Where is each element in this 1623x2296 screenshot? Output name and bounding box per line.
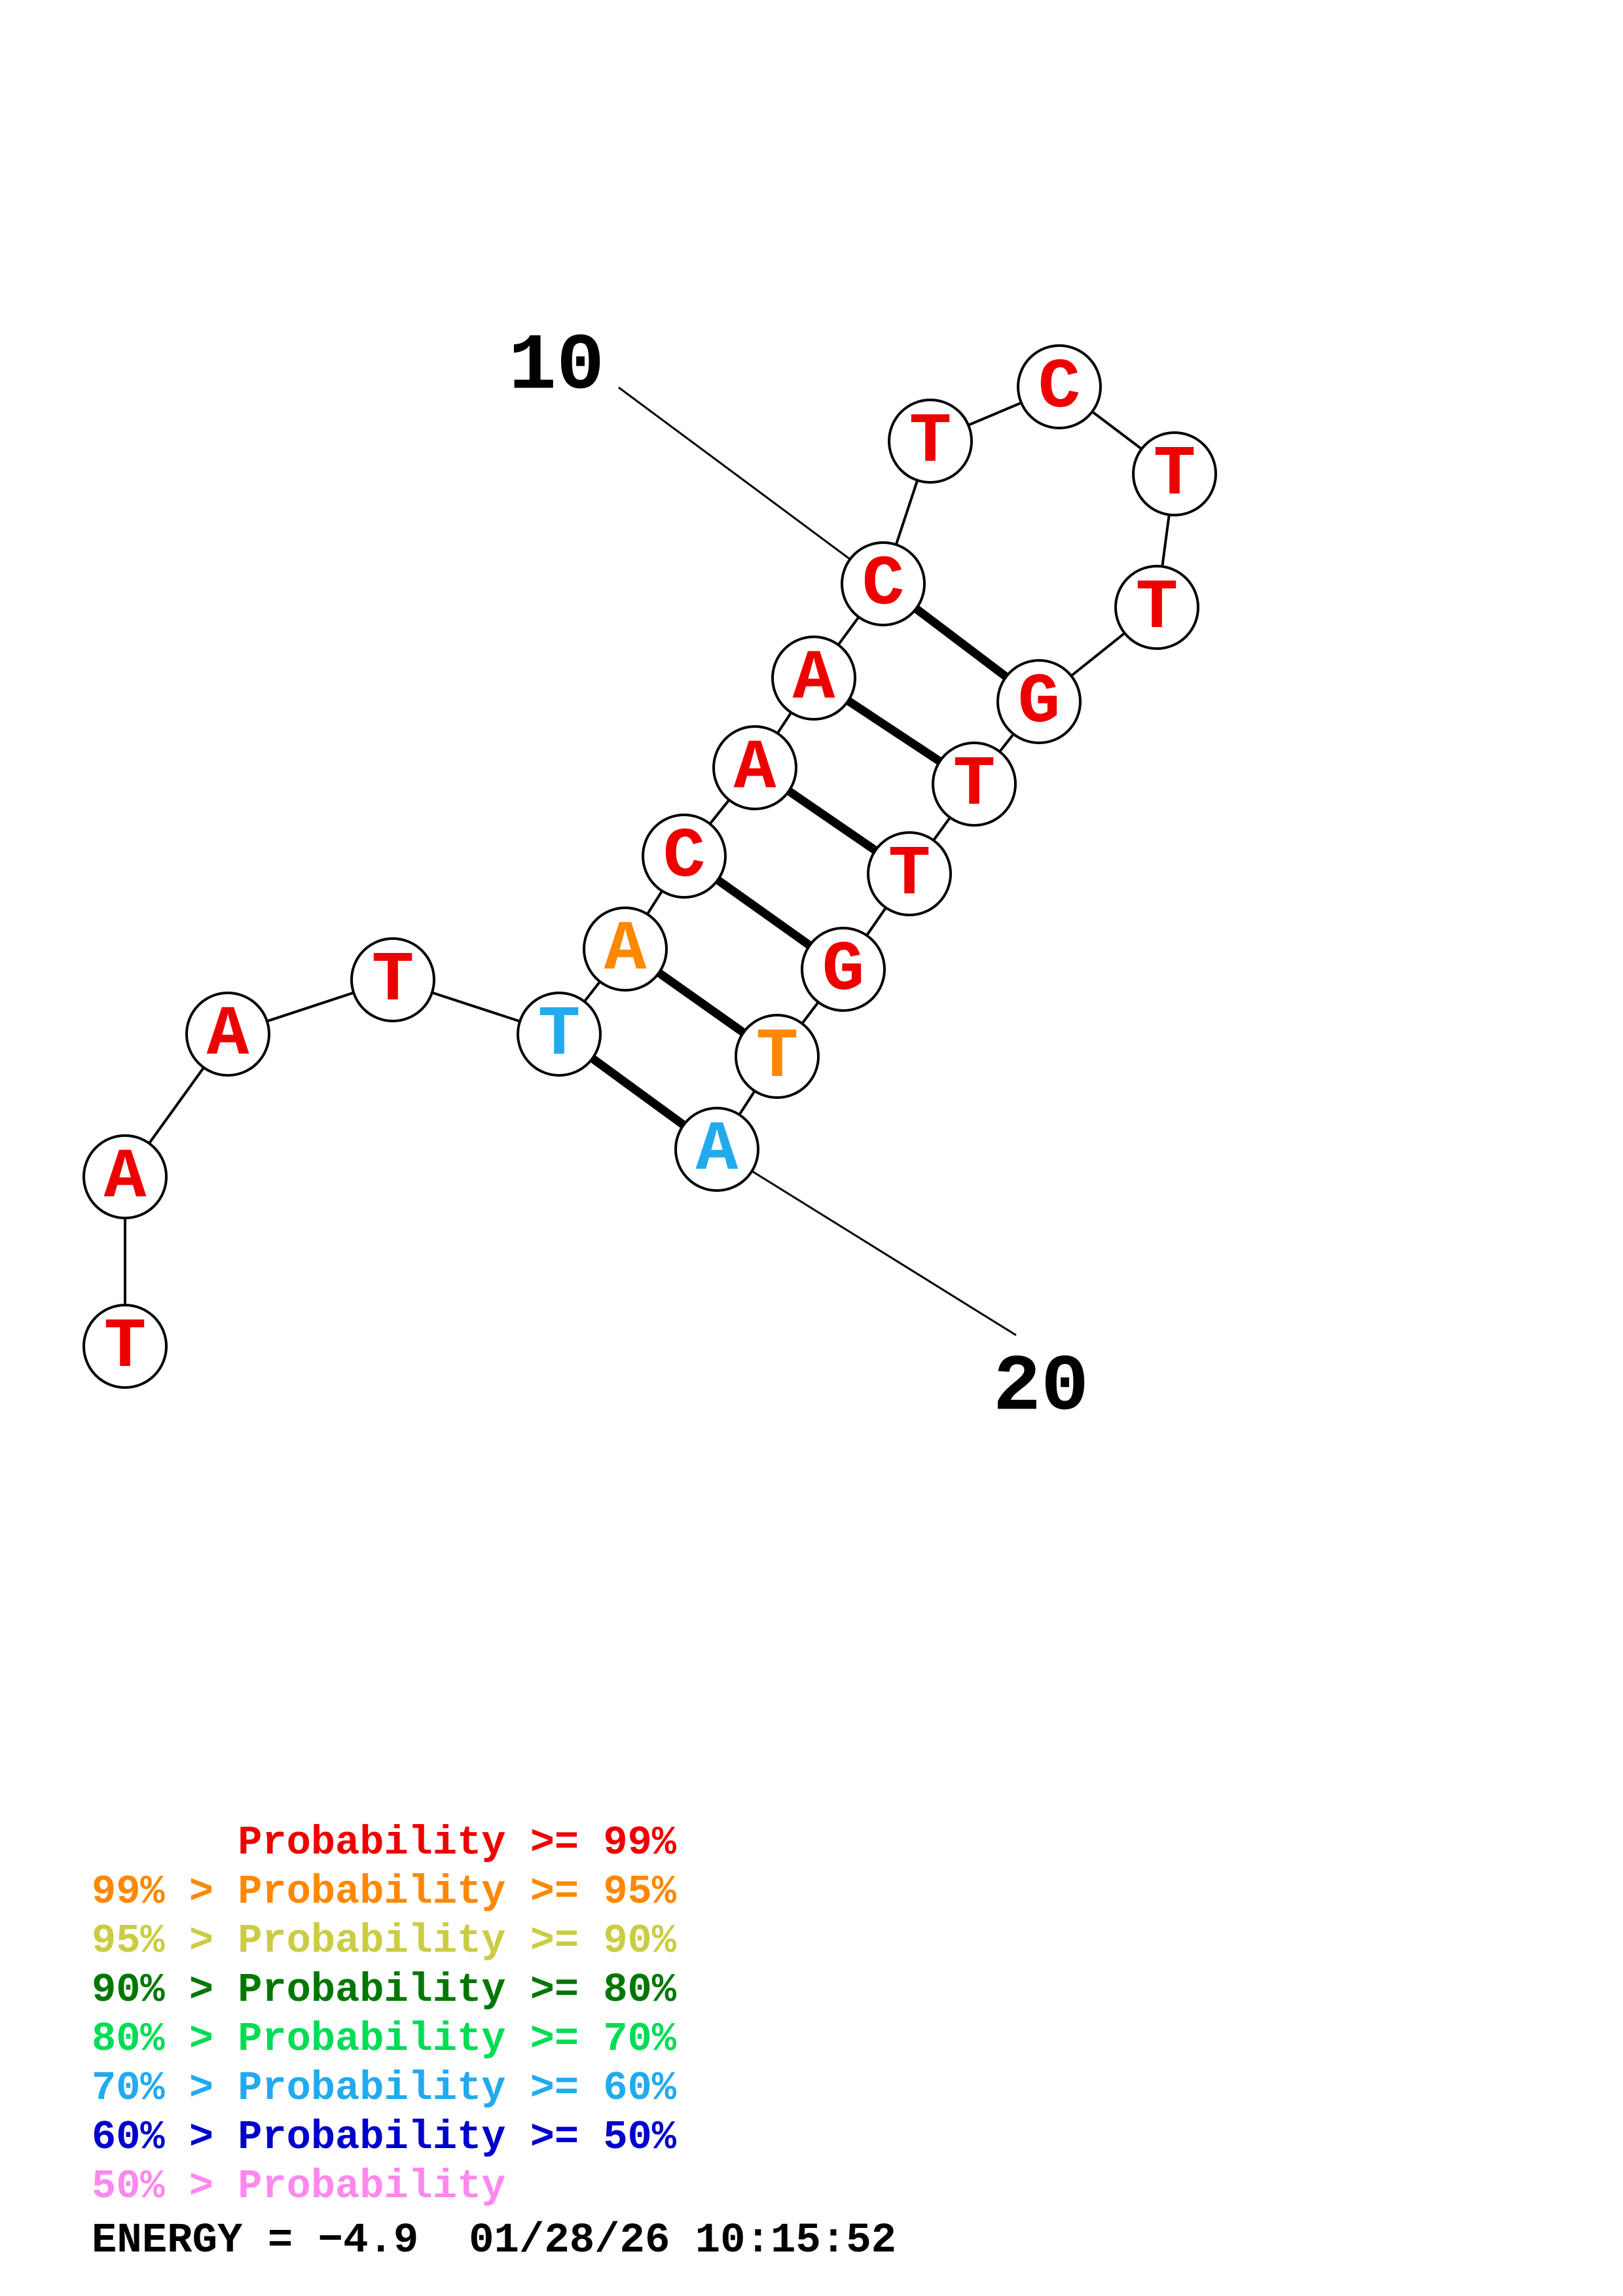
nucleotide-node (82, 1134, 168, 1219)
base-letter: A (104, 1138, 147, 1218)
legend-row: 95% > Probability >= 90% (92, 1918, 676, 1964)
nucleotide-node (712, 725, 797, 810)
base-letter: G (1018, 663, 1061, 743)
nucleotide-node (841, 541, 926, 626)
base-letter: T (372, 941, 414, 1021)
legend-row: Probability >= 99% (92, 1820, 676, 1866)
base-letter: T (888, 835, 931, 915)
nucleotide-node (350, 937, 435, 1022)
base-letter: A (793, 639, 835, 719)
base-letter: T (953, 745, 996, 825)
base-letter: T (756, 1018, 799, 1098)
nucleotide-node (932, 742, 1017, 827)
base-letter: C (1038, 348, 1081, 428)
nucleotide-node (1132, 431, 1217, 516)
nucleotide-node (583, 906, 668, 992)
legend-row: 60% > Probability >= 50% (92, 2114, 676, 2161)
nucleotide-node (867, 831, 952, 916)
legend-row: 90% > Probability >= 80% (92, 1967, 676, 2013)
base-letter: A (207, 996, 249, 1075)
nucleotide-node (888, 399, 973, 484)
base-letter: T (538, 996, 581, 1075)
legend-row: 99% > Probability >= 95% (92, 1869, 676, 1915)
base-letter: A (734, 729, 776, 809)
nucleotide-node (1017, 344, 1102, 429)
nucleotide-node (801, 927, 886, 1012)
base-letter: C (862, 545, 905, 625)
nucleotide-node (1114, 565, 1199, 650)
base-letter: T (1136, 569, 1178, 649)
probability-legend: Probability >= 99% 99% > Probability >= 9… (92, 1818, 676, 2211)
nucleotide-node (771, 636, 856, 721)
base-letter: G (822, 931, 865, 1011)
nucleotide-node (735, 1014, 820, 1099)
nucleotide-node (185, 992, 270, 1077)
nucleotide-node (996, 659, 1082, 744)
label-leader-line (716, 1148, 1017, 1336)
legend-row: 50% > Probability (92, 2163, 506, 2210)
base-letter: T (104, 1308, 147, 1388)
label-leader-line (618, 386, 884, 585)
energy-text: ENERGY = −4.9 01/28/26 10:15:52 (92, 2217, 896, 2265)
nucleotide-node (82, 1304, 168, 1389)
nucleotide-node (674, 1107, 759, 1192)
legend-row: 80% > Probability >= 70% (92, 2016, 676, 2062)
base-letter: T (1154, 435, 1196, 515)
base-letter: T (909, 403, 952, 482)
nucleotide-node (517, 992, 602, 1077)
legend-row: 70% > Probability >= 60% (92, 2065, 676, 2111)
base-letter: A (696, 1111, 739, 1191)
nucleotide-node (642, 814, 727, 899)
base-letter: C (663, 817, 706, 897)
position-label: 20 (993, 1342, 1089, 1433)
base-letter: A (604, 910, 647, 990)
position-label: 10 (509, 321, 604, 412)
